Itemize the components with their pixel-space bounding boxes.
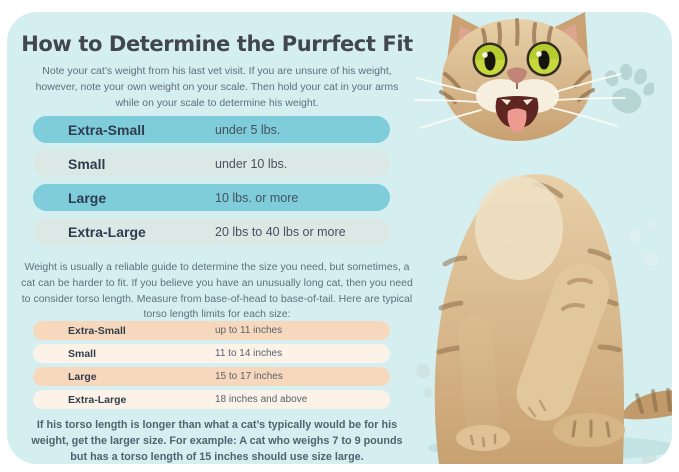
size-value: 15 to 17 inches xyxy=(215,371,283,382)
torso-paragraph: Weight is usually a reliable guide to de… xyxy=(21,261,413,321)
paw-dot-decoration xyxy=(629,230,641,242)
size-value: up to 11 inches xyxy=(215,325,283,336)
surprised-tabby-cat-photo xyxy=(414,12,672,464)
table-row-torso-large: Large 15 to 17 inches xyxy=(33,367,390,386)
paw-dot-decoration xyxy=(416,364,430,378)
size-value: under 5 lbs. xyxy=(215,122,281,137)
size-value: 18 inches and above xyxy=(215,394,308,405)
table-row-weight-small: Small under 10 lbs. xyxy=(33,150,390,177)
size-value: 20 lbs to 40 lbs or more xyxy=(215,224,346,239)
paw-dot-decoration xyxy=(423,388,433,398)
size-label: Large xyxy=(68,189,107,206)
table-row-torso-small: Small 11 to 14 inches xyxy=(33,344,390,363)
infographic-card: How to Determine the Purrfect Fit Note y… xyxy=(7,12,672,464)
table-row-weight-extra-large: Extra-Large 20 lbs to 40 lbs or more xyxy=(33,218,390,245)
table-row-weight-large: Large 10 lbs. or more xyxy=(33,184,390,211)
table-row-weight-extra-small: Extra-Small under 5 lbs. xyxy=(33,116,390,143)
size-value: 11 to 14 inches xyxy=(215,348,283,359)
size-label: Extra-Small xyxy=(68,324,126,337)
size-label: Small xyxy=(68,155,106,172)
size-label: Extra-Small xyxy=(68,121,146,138)
size-label: Large xyxy=(68,370,97,383)
page-title: How to Determine the Purrfect Fit xyxy=(21,32,413,56)
size-label: Extra-Large xyxy=(68,393,127,406)
paw-print-icon xyxy=(605,63,654,114)
paw-dot-decoration xyxy=(648,220,656,228)
paw-dot-decoration xyxy=(644,252,658,266)
size-value: under 10 lbs. xyxy=(215,156,288,171)
note-paragraph: If his torso length is longer than what … xyxy=(31,419,403,464)
table-row-torso-extra-large: Extra-Large 18 inches and above xyxy=(33,390,390,409)
intro-paragraph: Note your cat’s weight from his last vet… xyxy=(35,65,399,109)
size-label: Small xyxy=(68,347,97,360)
size-label: Extra-Large xyxy=(68,223,146,240)
size-value: 10 lbs. or more xyxy=(215,190,299,205)
table-row-torso-extra-small: Extra-Small up to 11 inches xyxy=(33,321,390,340)
